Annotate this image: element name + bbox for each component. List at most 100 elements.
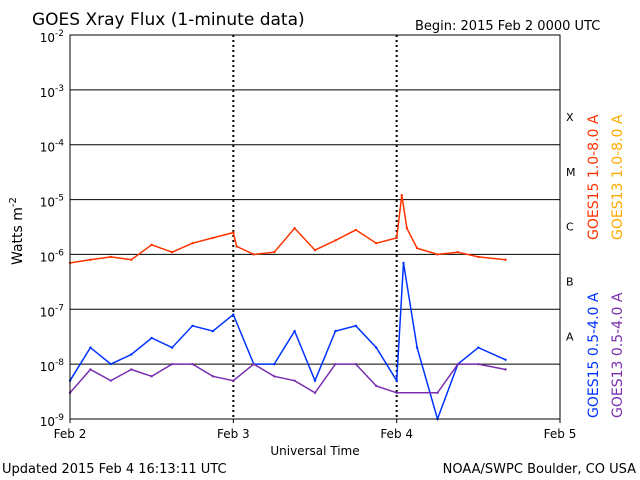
y-tick-label-3: 10-5 <box>40 194 64 210</box>
series-2-point-6 <box>191 324 194 327</box>
series-0-point-21 <box>436 253 439 256</box>
series-0-point-9 <box>235 245 238 248</box>
series-2-point-8 <box>232 313 235 316</box>
credit-label: NOAA/SWPC Boulder, CO USA <box>443 462 636 477</box>
series-0-point-24 <box>504 258 507 261</box>
series-2-point-7 <box>211 329 215 333</box>
series-0-point-12 <box>293 227 296 230</box>
y-tick-label-5: 10-7 <box>40 303 64 319</box>
series-2-point-14 <box>354 324 358 327</box>
series-2-point-4 <box>150 336 153 340</box>
y-tick-exponent: -4 <box>55 139 64 149</box>
series-3-point-18 <box>456 362 460 366</box>
chart-title: GOES Xray Flux (1-minute data) <box>32 10 305 30</box>
series-0-point-14 <box>334 239 337 242</box>
series-3-point-8 <box>232 379 235 382</box>
series-3-point-3 <box>130 368 133 371</box>
series-3-point-20 <box>504 368 507 371</box>
series-0-point-17 <box>395 236 398 240</box>
series-3-point-14 <box>354 362 358 366</box>
x-axis-label: Universal Time <box>270 444 359 458</box>
x-tick-label-1: Feb 3 <box>217 427 250 441</box>
y-tick-base: 10 <box>40 360 55 374</box>
y-tick-base: 10 <box>40 86 55 100</box>
series-line-3 <box>69 363 506 394</box>
series-line-2 <box>69 262 506 422</box>
series-0-point-10 <box>252 253 255 256</box>
y-tick-label-2: 10-4 <box>40 139 65 155</box>
series-2-point-1 <box>89 346 92 349</box>
series-3-point-12 <box>313 391 317 395</box>
legend-entry-3: GOES13 0.5-4.0 A <box>610 292 626 418</box>
series-3-point-15 <box>375 384 378 388</box>
series-0-point-4 <box>150 243 153 246</box>
y-tick-exponent: -5 <box>55 194 64 204</box>
series-2-point-15 <box>375 346 378 349</box>
y-axis-label-exponent: -2 <box>8 197 19 207</box>
flare-class-m: M <box>566 166 576 179</box>
x-tick-label-0: Feb 2 <box>54 427 87 441</box>
series-2-point-18 <box>415 346 419 349</box>
y-tick-base: 10 <box>40 141 55 155</box>
flare-class-x: X <box>566 111 574 124</box>
series-3-point-1 <box>89 368 92 371</box>
y-tick-exponent: -2 <box>55 29 64 39</box>
y-tick-label-0: 10-2 <box>40 29 64 45</box>
series-3-point-9 <box>252 362 255 366</box>
flare-class-a: A <box>566 330 574 343</box>
y-tick-label-7: 10-9 <box>40 413 65 429</box>
series-0-point-20 <box>415 246 419 250</box>
series-0-point-3 <box>130 258 133 261</box>
y-tick-base: 10 <box>40 305 55 319</box>
series-0-point-2 <box>109 255 113 259</box>
series-0-point-22 <box>456 250 460 254</box>
begin-label: Begin: 2015 Feb 2 0000 UTC <box>415 19 600 34</box>
series-3-point-6 <box>191 362 194 366</box>
series-3-point-13 <box>334 362 337 366</box>
series-2-point-22 <box>504 358 507 361</box>
y-tick-exponent: -3 <box>55 84 64 94</box>
series-2-point-2 <box>109 362 113 366</box>
legend-entry-0: GOES15 1.0-8.0 A <box>586 114 602 240</box>
series-2-point-5 <box>170 346 174 349</box>
x-tick-label-3: Feb 5 <box>544 427 577 441</box>
series-0-point-5 <box>170 250 174 254</box>
legend-entry-1: GOES13 1.0-8.0 A <box>610 114 626 240</box>
series-2-point-16 <box>395 379 398 382</box>
series-3-point-4 <box>150 375 153 378</box>
series-0-point-1 <box>89 258 92 261</box>
series-3-point-10 <box>272 375 276 378</box>
series-0-point-16 <box>375 242 378 245</box>
y-tick-base: 10 <box>40 31 55 45</box>
flare-class-b: B <box>566 276 574 289</box>
series-2-point-3 <box>130 353 133 356</box>
series-line-0 <box>69 195 506 264</box>
plot-frame <box>69 34 561 420</box>
y-tick-exponent: -7 <box>55 303 64 313</box>
y-tick-exponent: -9 <box>55 413 64 423</box>
y-axis-label: Watts m-2 <box>8 197 26 265</box>
y-tick-exponent: -6 <box>55 248 64 258</box>
series-3-point-7 <box>211 375 215 378</box>
series-0-point-15 <box>354 228 358 232</box>
series-2-point-13 <box>334 329 337 333</box>
series-3-point-5 <box>170 362 174 366</box>
series-3-point-17 <box>436 391 439 395</box>
series-2-point-21 <box>477 346 480 349</box>
series-0-point-7 <box>211 236 215 240</box>
series-2-point-12 <box>313 379 317 382</box>
updated-timestamp: Updated 2015 Feb 4 16:13:11 UTC <box>2 462 227 477</box>
y-tick-label-6: 10-8 <box>40 358 65 374</box>
legend-entry-2: GOES15 0.5-4.0 A <box>586 292 602 418</box>
series-0-point-23 <box>477 255 480 259</box>
flare-class-c: C <box>566 221 574 234</box>
series-0-point-13 <box>313 248 317 252</box>
y-tick-base: 10 <box>40 196 55 210</box>
y-tick-exponent: -8 <box>55 358 64 368</box>
series-0-point-11 <box>272 250 276 254</box>
series-2-point-11 <box>293 329 296 333</box>
y-axis-label-text: Watts m <box>10 207 26 265</box>
series-0-point-8 <box>232 231 235 234</box>
x-tick-label-2: Feb 4 <box>380 427 413 441</box>
